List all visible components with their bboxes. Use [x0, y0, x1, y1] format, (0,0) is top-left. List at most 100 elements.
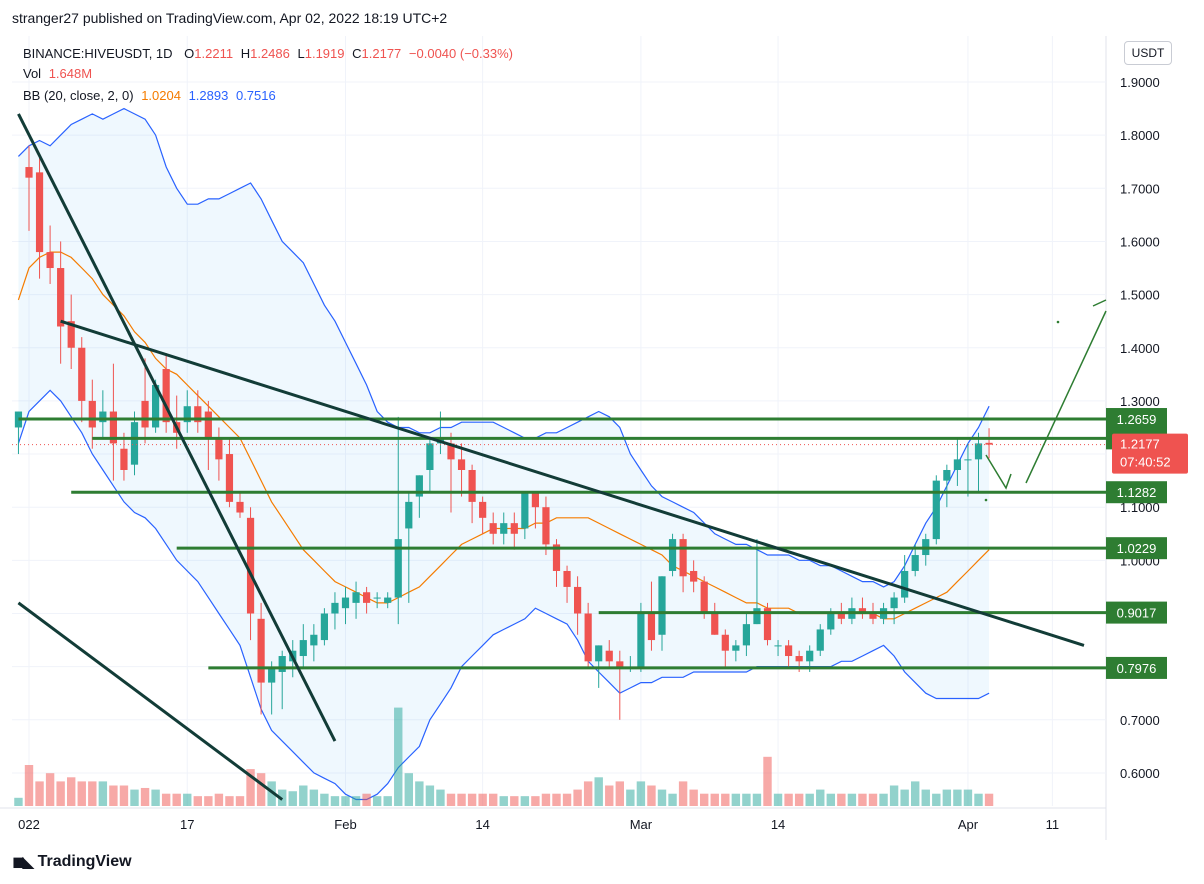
level-price-badge	[1106, 408, 1167, 431]
candle-body	[911, 555, 919, 571]
brand-label: TradingView	[37, 853, 132, 870]
candle	[426, 438, 434, 492]
volume-bar	[773, 793, 783, 806]
candle-body	[510, 523, 518, 534]
bb-label[interactable]: BB (20, close, 2, 0)	[23, 88, 134, 103]
candle-body	[405, 501, 413, 529]
candle-body	[257, 618, 265, 683]
candle	[901, 555, 909, 603]
close-value: 1.2177	[361, 46, 402, 61]
candle	[25, 145, 33, 231]
drawn-up-arrow	[1025, 310, 1107, 484]
candle-body	[690, 570, 698, 582]
candle	[225, 438, 234, 508]
candle-body	[605, 650, 613, 662]
symbol-label[interactable]: BINANCE:HIVEUSDT, 1D	[23, 46, 173, 61]
bb-upper-value: 1.2893	[188, 88, 229, 103]
candle-body	[46, 252, 54, 269]
volume-bar	[404, 773, 413, 806]
candle-body	[816, 629, 824, 651]
candle	[732, 640, 740, 662]
drawn-point	[984, 498, 988, 502]
volume-bar	[784, 793, 793, 806]
volume-bar	[351, 796, 361, 806]
volume-bar	[151, 789, 160, 806]
volume-bar	[710, 793, 719, 806]
level-price-badge	[1106, 601, 1167, 624]
candle-body	[479, 501, 487, 518]
volume-bar	[214, 793, 224, 806]
volume-bar	[963, 789, 973, 806]
level-price-badge	[1106, 656, 1167, 679]
candle	[605, 640, 613, 667]
bb-lower-value: 0.7516	[235, 88, 276, 103]
candle-body	[763, 608, 772, 641]
volume-bar	[742, 793, 751, 806]
candle	[457, 443, 466, 497]
candle-body	[869, 613, 877, 619]
candle	[78, 337, 86, 423]
candle-body	[152, 384, 160, 428]
candle-body	[415, 475, 423, 497]
y-tick-label: 1.9000	[1120, 75, 1160, 90]
volume-bar	[446, 793, 456, 806]
low-value: 1.1919	[304, 46, 345, 61]
y-tick-label: 1.7000	[1120, 181, 1160, 196]
volume-bar	[837, 793, 846, 806]
candle	[721, 629, 729, 667]
candle-body	[668, 539, 677, 571]
x-tick-label: 022	[18, 817, 40, 832]
candle-body	[974, 443, 983, 460]
candle-body	[299, 640, 307, 657]
volume-bar	[562, 793, 572, 806]
candle	[183, 390, 191, 433]
level-price-label: 0.9017	[1117, 606, 1157, 621]
candle-body	[700, 581, 708, 614]
currency-button[interactable]: USDT	[1124, 41, 1172, 65]
volume-bar	[794, 793, 804, 806]
volume-bar	[531, 796, 540, 806]
candle-body	[384, 597, 392, 603]
volume-bar	[457, 793, 466, 806]
candle-body	[827, 613, 835, 630]
volume-bar	[140, 787, 150, 806]
candle-body	[88, 400, 96, 428]
x-tick-label: Feb	[334, 817, 356, 832]
candle-body	[837, 613, 845, 619]
y-tick-label: 1.3000	[1120, 394, 1160, 409]
candle-body	[194, 406, 202, 423]
candle-body	[616, 661, 624, 667]
x-tick-label: Mar	[630, 817, 653, 832]
vol-label[interactable]: Vol	[23, 66, 42, 81]
candle	[816, 624, 824, 657]
candle	[584, 602, 592, 667]
volume-bar	[341, 796, 350, 806]
drawn-point	[1056, 320, 1060, 324]
volume-bar	[594, 777, 603, 806]
candle	[67, 294, 75, 370]
tradingview-brand[interactable]: ◼◣ TradingView	[12, 852, 132, 872]
y-tick-label: 1.5000	[1120, 288, 1160, 303]
candle-body	[468, 469, 476, 502]
volume-bar	[826, 793, 835, 806]
candle	[985, 428, 993, 459]
trendline	[17, 601, 284, 801]
candle-body	[363, 592, 371, 603]
candle-body	[901, 570, 909, 598]
candle	[479, 496, 487, 534]
volume-bar	[204, 796, 213, 806]
bb-legend: BB (20, close, 2, 0) 1.0204 1.2893 0.751…	[23, 86, 280, 106]
volume-bar	[689, 789, 698, 806]
x-tick-label: 14	[475, 817, 489, 832]
candle-body	[320, 613, 328, 641]
candle-body	[542, 507, 550, 545]
volume-bar	[626, 789, 635, 806]
published-line: stranger27 published on TradingView.com,…	[12, 10, 448, 26]
candle	[310, 624, 318, 662]
volume-bar	[605, 785, 614, 806]
countdown-label: 07:40:52	[1120, 455, 1171, 470]
volume-bar	[499, 796, 508, 806]
low-label: L	[297, 46, 305, 61]
volume-bar	[953, 789, 962, 806]
